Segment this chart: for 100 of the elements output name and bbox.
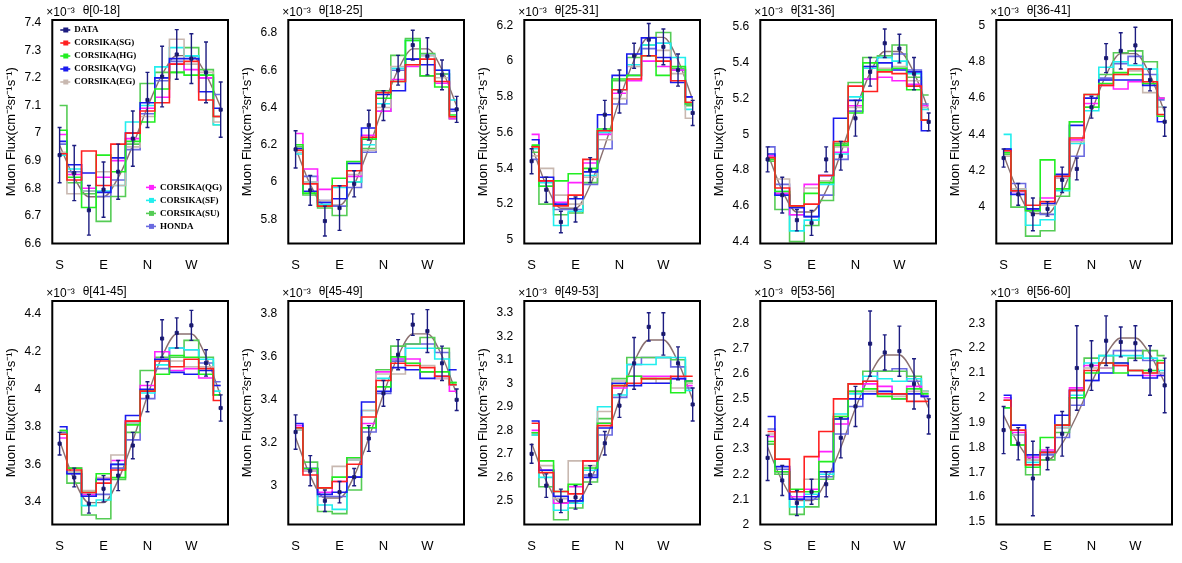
legend-label: HONDA [160,220,194,231]
y-tick-label: 2.1 [732,491,750,506]
y-tick-label: 4.8 [732,162,750,177]
y-tick-label: 4.2 [24,344,42,358]
y-tick-label: 7.2 [24,70,42,85]
y-tick-label: 2 [978,390,986,405]
y-tick-label: 2.1 [968,365,986,380]
y-tick-label: 3.8 [24,419,42,434]
y-axis-title: Muon Flux(cm⁻²sr⁻¹s⁻¹) [475,67,491,197]
y-tick-label: 2.5 [496,493,514,508]
y-tick-label: 2.3 [968,315,986,330]
y-tick-label: 3.2 [260,435,278,450]
x-tick-label: N [1086,256,1097,272]
text: ×10⁻³ [46,286,75,301]
chart-title: θ[41-45] [82,284,127,299]
x-tick-label: N [142,537,153,553]
y-tick-label: 6.7 [24,208,42,223]
text: ×10⁻³ [518,5,547,20]
chart-title: θ[0-18] [82,3,120,18]
y-tick-label: 6.8 [260,25,278,40]
y-tick-label: 6.2 [260,137,278,152]
y-tick-label: 1.5 [968,514,986,529]
y-tick-label: 3.4 [24,494,42,509]
y-tick-label: 6.6 [24,235,42,250]
y-tick-label: 3.6 [260,349,278,364]
y-tick-label: 6.2 [496,17,514,32]
y-axis-title: Muon Flux(cm⁻²sr⁻¹s⁻¹) [239,348,255,478]
y-tick-label: 6.9 [24,152,42,167]
x-tick-label: E [99,537,109,553]
y-tick-label: 6.8 [24,180,42,195]
text: ×10⁻³ [518,286,547,301]
y-tick-label: 5.2 [732,90,750,105]
x-tick-label: N [614,537,625,553]
y-tick-label: 3.3 [496,305,514,320]
y-tick-label: 5.4 [732,55,750,70]
y-tick-label: 2.6 [496,469,514,484]
x-tick-label: W [421,256,435,272]
legend-label: CORSIKA(EG) [74,76,136,87]
chart-title: θ[49-53] [554,284,599,299]
text: ×10⁻³ [282,5,311,20]
x-tick-label: E [571,256,581,272]
y-tick-label: 3 [506,375,514,390]
x-tick-label: S [527,256,537,272]
y-tick-label: 5 [742,126,750,141]
y-tick-label: 3.1 [496,352,514,367]
y-axis-title: Muon Flux(cm⁻²sr⁻¹s⁻¹) [3,67,19,197]
y-tick-label: 4.8 [968,54,986,69]
x-tick-label: E [807,537,817,553]
y-tick-label: 2.9 [496,399,514,414]
y-tick-label: 1.7 [968,464,986,479]
chart-title: θ[36-41] [1026,3,1071,18]
y-tick-label: 3.4 [260,392,278,407]
y-tick-label: 5.6 [496,124,514,139]
y-tick-label: 2.4 [732,416,750,431]
legend-label: CORSIKA(SG) [74,37,135,48]
y-tick-label: 4.4 [968,126,986,141]
x-tick-label: E [1043,256,1053,272]
x-tick-label: S [999,537,1009,553]
y-axis-title: Muon Flux(cm⁻²sr⁻¹s⁻¹) [239,67,255,197]
x-tick-label: W [657,256,671,272]
x-tick-label: S [527,537,537,553]
x-tick-label: E [335,537,345,553]
legend-label: CORSIKA(SU) [160,207,220,218]
x-tick-label: E [1043,537,1053,553]
x-tick-label: N [1086,537,1097,553]
y-tick-label: 4.2 [968,163,986,178]
x-tick-label: W [1129,537,1143,553]
x-tick-label: W [1129,256,1143,272]
y-axis-title: Muon Flux(cm⁻²sr⁻¹s⁻¹) [947,67,963,197]
x-tick-label: N [850,256,861,272]
y-tick-label: 4 [34,381,42,396]
y-tick-label: 2 [742,516,750,531]
x-tick-label: S [763,537,773,553]
y-tick-label: 2.7 [496,446,514,461]
y-tick-label: 5.8 [260,211,278,226]
y-tick-label: 5.2 [496,196,514,211]
y-axis-title: Muon Flux(cm⁻²sr⁻¹s⁻¹) [947,348,963,478]
y-tick-label: 5.8 [496,89,514,104]
y-tick-label: 1.8 [968,439,986,454]
y-tick-label: 2.8 [732,315,750,330]
x-tick-label: E [335,256,345,272]
text: ×10⁻³ [990,286,1019,301]
y-tick-label: 6.4 [260,99,278,114]
y-axis-title: Muon Flux(cm⁻²sr⁻¹s⁻¹) [711,67,727,197]
chart-title: θ[56-60] [1026,284,1071,299]
x-tick-label: N [378,537,389,553]
text: ×10⁻³ [46,5,75,20]
y-tick-label: 7.4 [24,15,42,30]
y-tick-label: 4.6 [968,90,986,105]
y-tick-label: 2.6 [732,366,750,381]
chart-title: θ[53-56] [790,284,835,299]
y-axis-title: Muon Flux(cm⁻²sr⁻¹s⁻¹) [475,348,491,478]
chart-title: θ[45-49] [318,284,363,299]
x-tick-label: E [807,256,817,272]
x-tick-label: E [99,256,109,272]
y-tick-label: 7.3 [24,42,42,57]
y-tick-label: 5.6 [732,19,750,34]
text: ×10⁻³ [990,5,1019,20]
y-tick-label: 2.7 [732,341,750,355]
y-tick-label: 1.9 [968,414,986,429]
